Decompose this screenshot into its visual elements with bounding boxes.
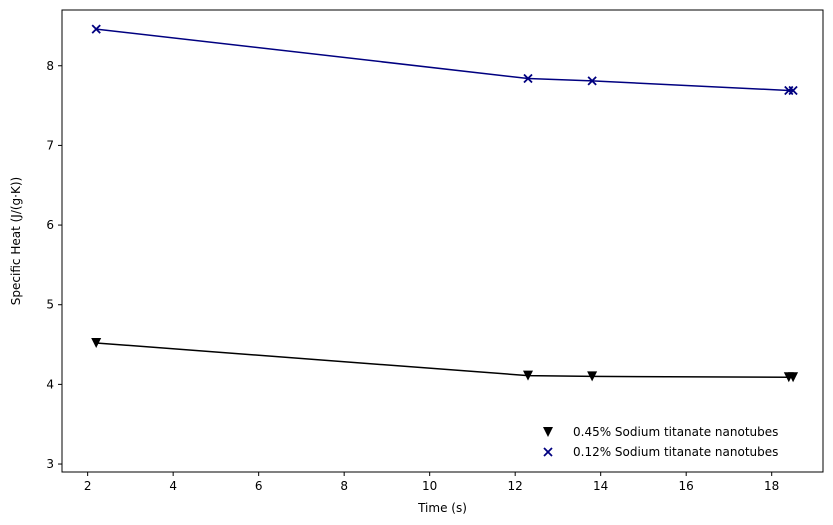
legend-label: 0.12% Sodium titanate nanotubes	[573, 445, 778, 459]
data-point	[587, 371, 598, 382]
data-point	[91, 24, 101, 34]
y-axis-label: Specific Heat (J/(g·K))	[9, 177, 23, 305]
x-axis-label: Time (s)	[417, 501, 467, 515]
y-tick-label: 5	[46, 298, 54, 312]
data-point	[587, 76, 597, 86]
data-point	[91, 337, 102, 348]
y-axis-ticks: 3 4 5 6 7 8	[46, 59, 62, 471]
x-tick-label: 2	[84, 479, 92, 493]
legend-label: 0.45% Sodium titanate nanotubes	[573, 425, 778, 439]
data-point	[523, 73, 533, 84]
x-tick-label: 14	[593, 479, 608, 493]
y-tick-label: 7	[46, 138, 54, 152]
y-tick-label: 4	[46, 377, 54, 391]
legend-marker	[543, 447, 553, 457]
x-tick-label: 12	[508, 479, 523, 493]
x-tick-label: 18	[764, 479, 779, 493]
x-axis-ticks: 2 4 6 8 10 12 14 16 18	[84, 472, 779, 493]
y-tick-label: 8	[46, 59, 54, 73]
x-tick-label: 16	[679, 479, 694, 493]
x-tick-label: 6	[255, 479, 263, 493]
data-point	[788, 85, 798, 96]
x-tick-label: 8	[340, 479, 348, 493]
data-point	[523, 370, 534, 381]
x-tick-label: 4	[169, 479, 177, 493]
y-tick-label: 3	[46, 457, 54, 471]
plot-frame	[61, 9, 824, 473]
legend: 0.45% Sodium titanate nanotubes 0.12% Sod…	[543, 425, 778, 459]
legend-marker	[543, 427, 553, 437]
y-tick-label: 6	[46, 218, 54, 232]
series-layer	[91, 24, 799, 383]
x-tick-label: 10	[422, 479, 437, 493]
data-point	[788, 372, 799, 383]
